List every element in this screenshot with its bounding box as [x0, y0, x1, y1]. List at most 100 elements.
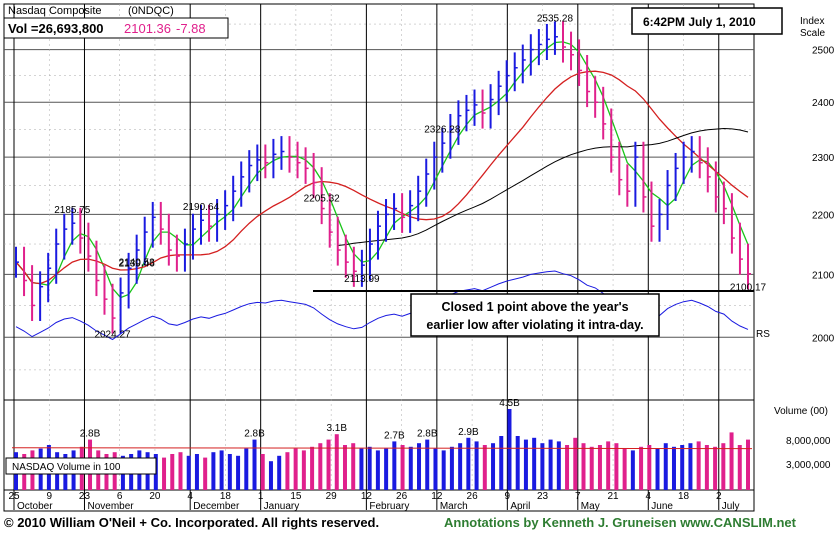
price-readout: 2101.36: [124, 21, 171, 36]
peak-value-label: 2326.28: [424, 124, 461, 135]
price-tick-label: 2200: [812, 210, 835, 221]
volume-bar: [581, 443, 586, 490]
volume-bar: [655, 448, 660, 490]
day-tick-label: 4: [187, 491, 193, 502]
volume-bar: [260, 454, 265, 490]
index-name: Nasdaq Composite: [8, 5, 102, 17]
volume-bar: [515, 436, 520, 490]
price-tick-label: 2000: [812, 333, 835, 344]
day-tick-label: 26: [396, 491, 408, 502]
volume-bar: [408, 446, 413, 490]
month-tick-label: November: [87, 501, 134, 512]
volume-bar: [301, 450, 306, 490]
volume-bar: [449, 446, 454, 490]
volume-average-line: [11, 447, 753, 450]
price-tick-label: 2100: [812, 270, 835, 281]
volume-bar: [244, 448, 249, 490]
price-tick-label: 2500: [812, 46, 835, 57]
volume-bar: [614, 443, 619, 490]
annotation-line-1: Closed 1 point above the year's: [441, 300, 628, 314]
volume-bar: [639, 446, 644, 490]
volume-bar: [334, 434, 339, 490]
index-scale-label-2: Scale: [800, 28, 825, 39]
annotation-line-2: earlier low after violating it intra-day…: [426, 318, 643, 332]
volume-title-box: [5, 457, 157, 475]
volume-bar: [746, 439, 750, 490]
day-tick-label: 7: [575, 491, 581, 502]
volume-bar: [252, 439, 257, 490]
volume-tick-8m: 8,000,000: [786, 436, 831, 447]
grid-lines: [4, 4, 754, 510]
day-tick-label: 9: [46, 491, 52, 502]
day-tick-label: 12: [361, 491, 373, 502]
month-tick-label: December: [193, 501, 240, 512]
peak-value-label: 2535.28: [537, 14, 574, 25]
month-tick-label: February: [369, 501, 409, 512]
long-moving-average-line: [15, 70, 749, 285]
volume-bar: [507, 409, 512, 490]
peak-value-label: 2190.64: [183, 202, 220, 213]
volume-bar: [523, 439, 528, 490]
volume-peak-label: 2.8B: [80, 429, 101, 440]
volume-bar: [400, 445, 405, 490]
volume-bar: [729, 432, 734, 490]
day-tick-label: 23: [537, 491, 549, 502]
day-tick-label: 26: [467, 491, 479, 502]
two-hundred-day-average-line: [337, 127, 749, 246]
price-tick-label: 2300: [812, 153, 835, 164]
peak-value-label: 2140.53: [119, 258, 156, 269]
day-tick-label: 21: [607, 491, 619, 502]
annotation-credit: Annotations by Kenneth J. Gruneisen www.…: [444, 515, 796, 530]
short-moving-average-line: [15, 41, 749, 299]
volume-bar: [597, 445, 602, 490]
volume-bar: [573, 437, 578, 490]
volume-bar: [359, 448, 364, 490]
day-tick-label: 1: [258, 491, 264, 502]
month-tick-label: March: [440, 501, 468, 512]
peak-value-label: 2205.32: [304, 193, 341, 204]
volume-bar: [310, 446, 315, 490]
day-tick-label: 6: [117, 491, 123, 502]
volume-readout: Vol =26,693,800: [8, 21, 104, 36]
volume-bar: [375, 450, 380, 490]
month-tick-label: May: [581, 501, 600, 512]
peak-labels: 2190.64 2024.27 2205.32 2113.99 2326.28 2100.…: [54, 14, 766, 341]
volume-bar: [219, 450, 224, 490]
month-tick-label: October: [17, 501, 53, 512]
volume-bar: [540, 443, 545, 490]
volume-bar: [589, 446, 594, 490]
volume-bar: [342, 445, 347, 490]
price-bars: [15, 21, 751, 334]
index-scale-label-1: Index: [800, 16, 824, 27]
day-tick-label: 15: [290, 491, 302, 502]
day-tick-label: 2: [716, 491, 722, 502]
volume-bar: [466, 437, 471, 490]
volume-bar: [532, 437, 537, 490]
volume-bar: [548, 439, 553, 490]
month-tick-label: June: [651, 501, 673, 512]
day-tick-label: 18: [220, 491, 232, 502]
copyright-text: © 2010 William O'Neil + Co. Incorporated…: [4, 515, 380, 530]
volume-bar: [186, 455, 191, 490]
volume-tick-3m: 3,000,000: [786, 460, 831, 471]
timestamp-box: [631, 7, 783, 35]
peak-value-label: 2139.46: [119, 258, 156, 269]
volume-bar: [277, 455, 282, 490]
volume-axis-label: Volume (00): [774, 406, 828, 417]
index-symbol: (0NDQC): [128, 5, 174, 17]
volume-bar: [622, 448, 627, 490]
volume-bar: [491, 443, 496, 490]
volume-peak-label: 3.1B: [326, 423, 347, 434]
volume-bar: [630, 450, 635, 490]
day-tick-label: 23: [79, 491, 91, 502]
volume-bar: [737, 445, 742, 490]
peak-value-label: 2185.75: [54, 205, 91, 216]
day-tick-label: 29: [326, 491, 338, 502]
volume-bar: [384, 448, 389, 490]
quote-box: [3, 17, 229, 39]
volume-bar: [162, 457, 167, 490]
month-tick-label: April: [510, 501, 530, 512]
volume-bar: [203, 457, 208, 490]
day-tick-label: 18: [678, 491, 690, 502]
peak-value-label: 2100.17: [730, 282, 767, 293]
